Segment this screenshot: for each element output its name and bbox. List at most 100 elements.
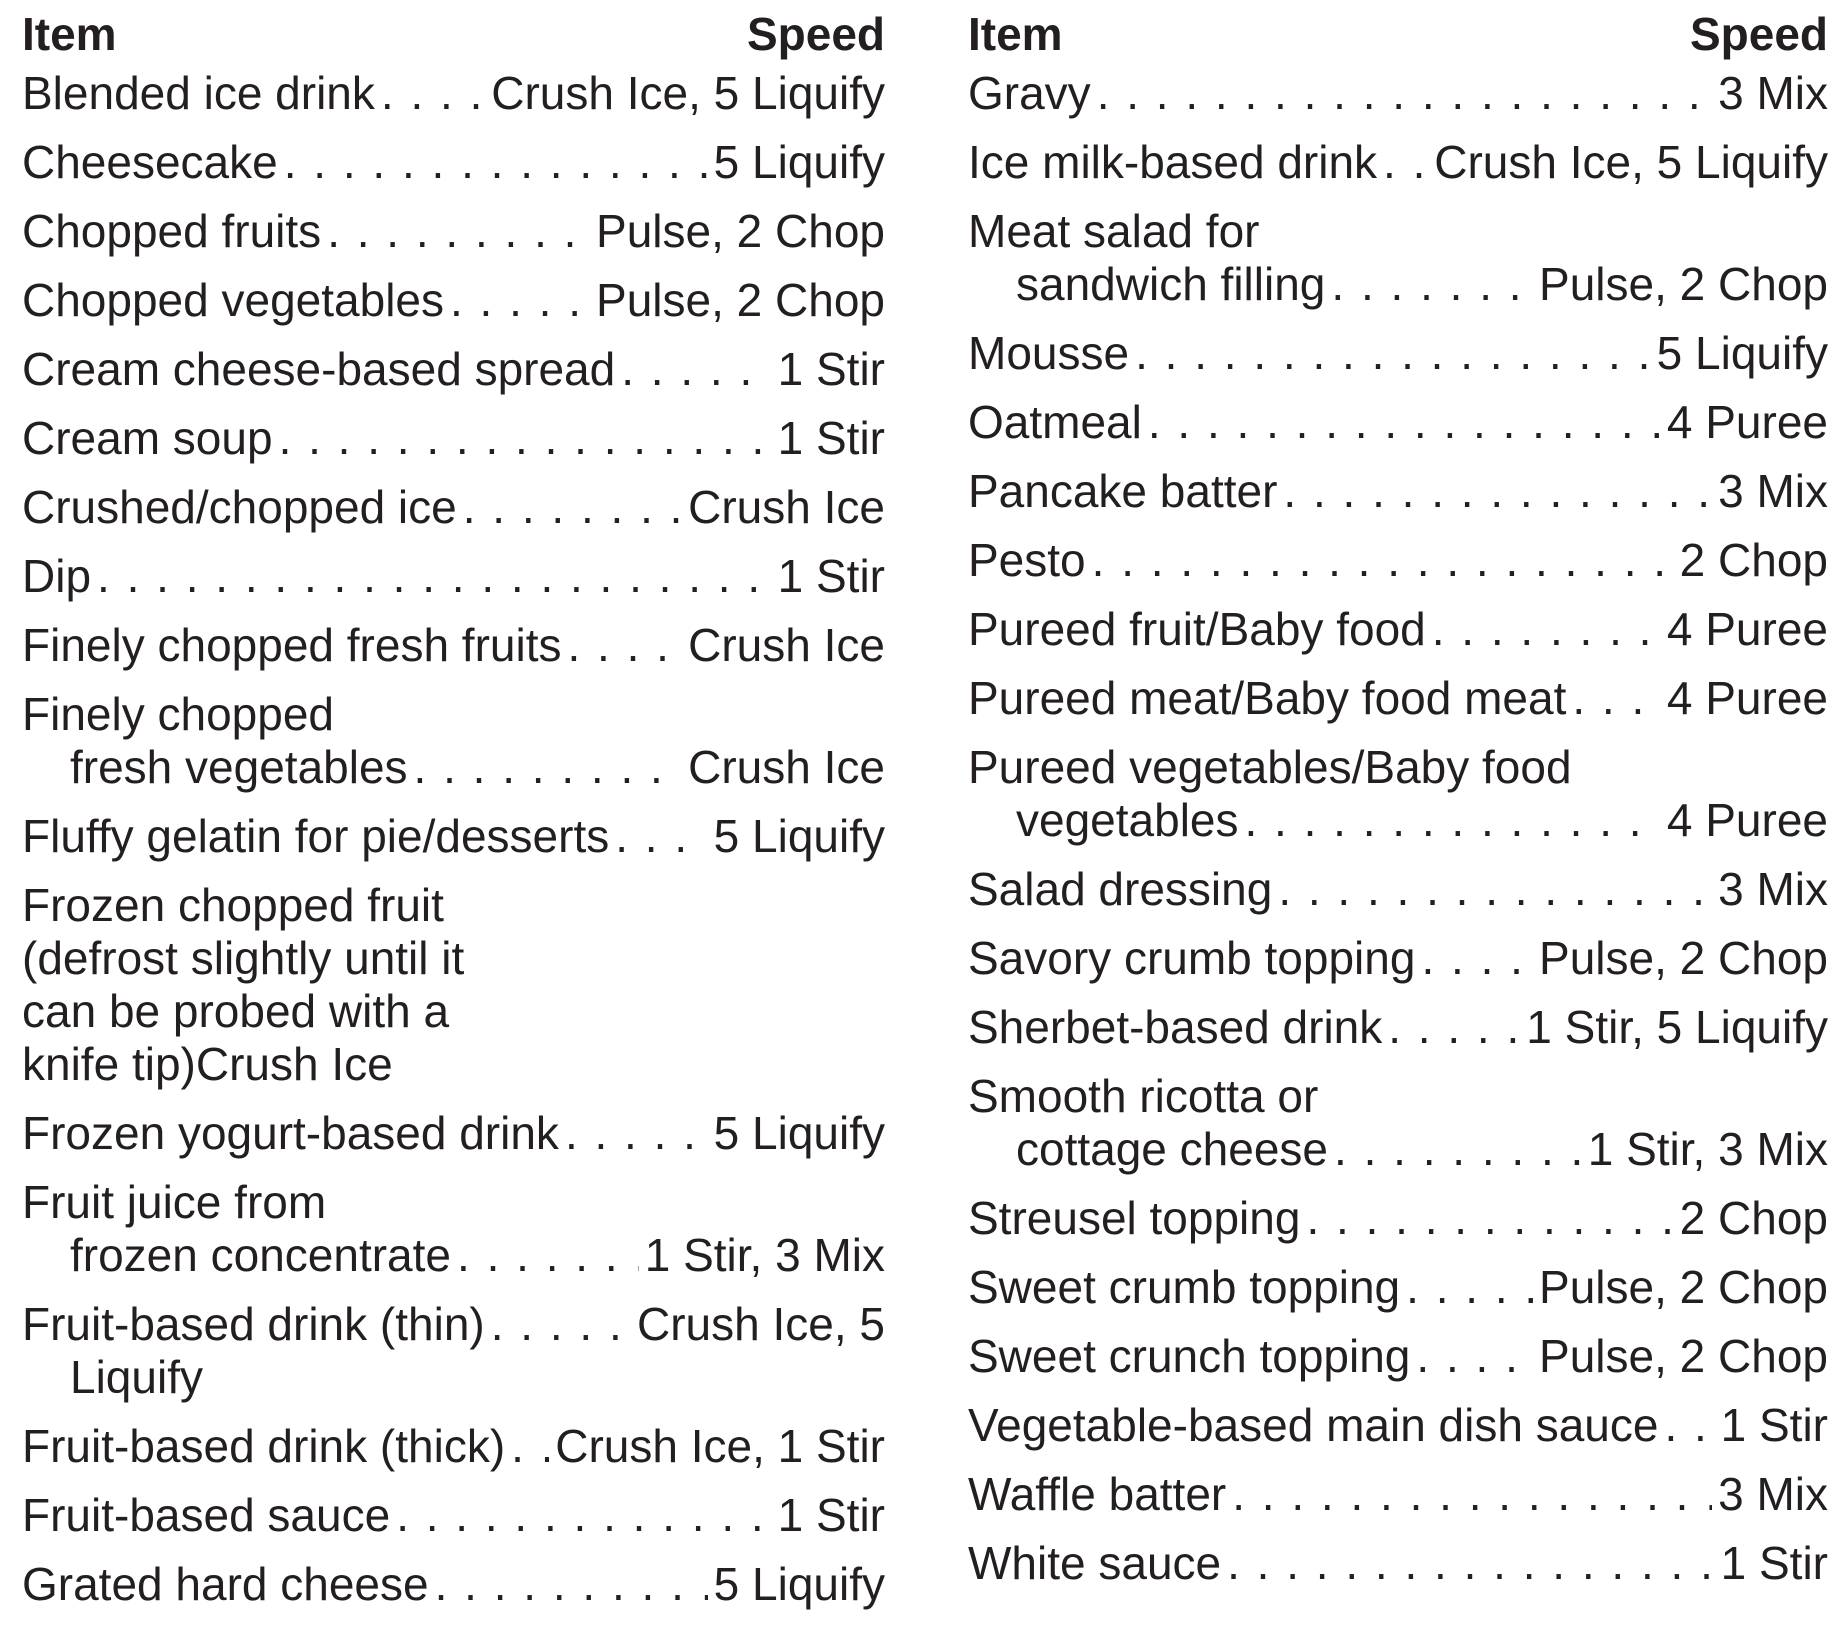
speed-setting: Pulse, 2 Chop	[1539, 1330, 1828, 1382]
item-line: Waffle batter 3 Mix	[968, 1468, 1828, 1521]
item-name-line: Fruit juice from	[22, 1176, 885, 1229]
speed-setting: 5 Liquify	[1656, 327, 1828, 379]
table-row: Chopped fruits Pulse, 2 Chop	[22, 204, 885, 273]
speed-setting: 1 Stir	[777, 412, 885, 464]
item-name-line: Frozen chopped fruit	[22, 879, 885, 932]
item-name: Cream soup	[22, 412, 273, 464]
speed-setting: 1 Stir	[777, 343, 885, 395]
item-name: Grated hard cheese	[22, 1558, 429, 1610]
speed-setting: 4 Puree	[1666, 603, 1828, 655]
item-name: Pureed meat/Baby food meat	[968, 672, 1567, 724]
dot-leader	[1421, 932, 1533, 985]
speed-setting: 1 Stir	[777, 550, 885, 602]
item-name: Dip	[22, 550, 92, 602]
dot-leader	[396, 1489, 771, 1542]
item-line: Crushed/chopped ice Crush Ice	[22, 481, 885, 534]
item-name: Fruit juice from	[22, 1176, 327, 1228]
item-line: Pureed meat/Baby food meat 4 Puree	[968, 672, 1828, 725]
item-line: Oatmeal 4 Puree	[968, 396, 1828, 449]
table-row: White sauce 1 Stir	[968, 1536, 1828, 1605]
table-row: Mousse 5 Liquify	[968, 326, 1828, 395]
table-row: Finely chopped fresh fruits Crush Ice	[22, 618, 885, 687]
item-name-continued: sandwich filling	[1016, 258, 1326, 310]
dot-leader	[435, 1558, 708, 1611]
table-row: Cheesecake 5 Liquify	[22, 135, 885, 204]
speed-setting: 5 Liquify	[713, 1558, 885, 1610]
item-line: Pesto 2 Chop	[968, 534, 1828, 587]
item-line: Fruit-based sauce 1 Stir	[22, 1489, 885, 1542]
dot-leader	[1227, 1537, 1715, 1590]
item-line: Salad dressing 3 Mix	[968, 863, 1828, 916]
dot-leader	[1572, 672, 1661, 725]
item-column-header: Item	[22, 8, 117, 60]
speed-setting: Crush Ice, 5	[637, 1298, 885, 1350]
table-row: Fruit-based drink (thick) Crush Ice, 1 St…	[22, 1419, 885, 1488]
item-line: White sauce 1 Stir	[968, 1537, 1828, 1590]
item-line: Sweet crunch topping Pulse, 2 Chop	[968, 1330, 1828, 1383]
item-name: Salad dressing	[968, 863, 1273, 915]
speed-column-header: Speed	[746, 8, 885, 60]
item-name: Oatmeal	[968, 396, 1142, 448]
dot-leader	[450, 274, 590, 327]
table-row: Vegetable-based main dish sauce 1 Stir	[968, 1398, 1828, 1467]
item-name: Sherbet-based drink	[968, 1001, 1383, 1053]
speed-setting-continued: Liquify	[70, 1351, 203, 1403]
dot-leader	[1416, 1330, 1533, 1383]
table-row: Streusel topping 2 Chop	[968, 1191, 1828, 1260]
table-row: Grated hard cheese 5 Liquify	[22, 1557, 885, 1626]
speed-setting: 3 Mix	[1718, 863, 1828, 915]
dot-leader	[568, 619, 683, 672]
item-note: (defrost slightly until it	[22, 932, 465, 984]
table-row: Savory crumb topping Pulse, 2 Chop	[968, 931, 1828, 1000]
speed-column-header: Speed	[1689, 8, 1828, 60]
item-name: Fruit-based drink (thin)	[22, 1298, 485, 1350]
speed-setting: Pulse, 2 Chop	[1539, 1261, 1828, 1313]
table-row: Cream soup 1 Stir	[22, 411, 885, 480]
item-line: Chopped vegetables Pulse, 2 Chop	[22, 274, 885, 327]
item-name-line: Meat salad for	[968, 205, 1828, 258]
item-continuation-line: frozen concentrate 1 Stir, 3 Mix	[22, 1229, 885, 1282]
table-row: Chopped vegetables Pulse, 2 Chop	[22, 273, 885, 342]
item-name-line: Finely chopped	[22, 688, 885, 741]
item-note: knife tip)Crush Ice	[22, 1038, 393, 1090]
dot-leader	[1664, 1399, 1714, 1452]
table-row: Frozen chopped fruit (defrost slightly un…	[22, 878, 885, 1106]
table-row: Gravy 3 Mix	[968, 66, 1828, 135]
speed-setting: Pulse, 2 Chop	[596, 274, 885, 326]
item-line: Cheesecake 5 Liquify	[22, 136, 885, 189]
item-name: Ice milk-based drink	[968, 136, 1378, 188]
table-row: Fluffy gelatin for pie/desserts 5 Liquify	[22, 809, 885, 878]
speed-setting: Crush Ice	[688, 481, 885, 533]
left-header-row: Item Speed	[22, 0, 885, 66]
table-row: Blended ice drink Crush Ice, 5 Liquify	[22, 66, 885, 135]
item-name: Streusel topping	[968, 1192, 1301, 1244]
item-name: Gravy	[968, 67, 1091, 119]
item-name: Fruit-based sauce	[22, 1489, 391, 1541]
item-name: Finely chopped	[22, 688, 334, 740]
item-name: Blended ice drink	[22, 67, 375, 119]
speed-setting: 4 Puree	[1666, 396, 1828, 448]
item-continuation-line: sandwich filling Pulse, 2 Chop	[968, 258, 1828, 311]
item-name-continued: frozen concentrate	[70, 1229, 452, 1281]
item-line: Chopped fruits Pulse, 2 Chop	[22, 205, 885, 258]
table-row: Pancake batter 3 Mix	[968, 464, 1828, 533]
speed-setting: 1 Stir, 3 Mix	[1587, 1123, 1828, 1175]
item-line: Finely chopped fresh fruits Crush Ice	[22, 619, 885, 672]
dot-leader	[1406, 1261, 1533, 1314]
item-line: Savory crumb topping Pulse, 2 Chop	[968, 932, 1828, 985]
speed-wrap-line: Liquify	[22, 1351, 885, 1404]
item-continuation-line: fresh vegetables Crush Ice	[22, 741, 885, 794]
item-column-header: Item	[968, 8, 1063, 60]
dot-leader	[1232, 1468, 1712, 1521]
item-name: Fruit-based drink (thick)	[22, 1420, 506, 1472]
dot-leader	[1245, 794, 1661, 847]
dot-leader	[381, 67, 485, 120]
dot-leader	[491, 1298, 631, 1351]
item-line: Grated hard cheese 5 Liquify	[22, 1558, 885, 1611]
dot-leader	[457, 1229, 639, 1282]
speed-setting: 1 Stir, 3 Mix	[644, 1229, 885, 1281]
dot-leader	[284, 136, 708, 189]
speed-setting: 1 Stir	[1720, 1399, 1828, 1451]
